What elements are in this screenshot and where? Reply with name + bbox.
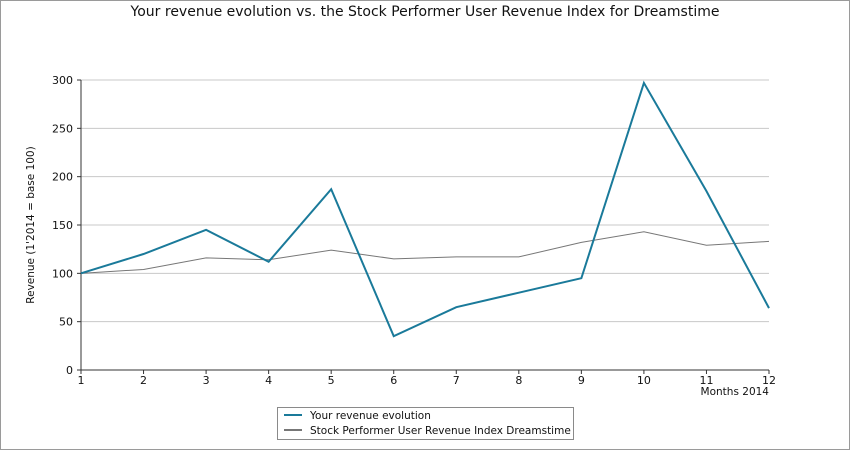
y-tick-label-0: 0 [66, 364, 73, 377]
x-tick-label-2: 2 [140, 374, 147, 387]
y-tick-label-200: 200 [52, 171, 73, 184]
x-tick-label-12: 12 [762, 374, 776, 387]
x-tick-label-10: 10 [637, 374, 651, 387]
x-tick-label-5: 5 [328, 374, 335, 387]
x-axis-title: Months 2014 [701, 386, 770, 398]
legend-label-your-revenue: Your revenue evolution [310, 410, 431, 422]
legend-swatch-index [284, 429, 302, 431]
y-tick-label-250: 250 [52, 122, 73, 135]
y-tick-label-100: 100 [52, 267, 73, 280]
x-tick-label-3: 3 [203, 374, 210, 387]
x-tick-label-6: 6 [390, 374, 397, 387]
x-tick-label-11: 11 [699, 374, 713, 387]
x-tick-label-9: 9 [578, 374, 585, 387]
legend-swatch-your-revenue [284, 414, 302, 416]
x-tick-label-7: 7 [453, 374, 460, 387]
chart-legend: Your revenue evolution Stock Performer U… [277, 407, 574, 440]
x-tick-label-1: 1 [78, 374, 85, 387]
y-axis-title: Revenue (1'2014 = base 100) [25, 146, 37, 303]
x-tick-label-8: 8 [515, 374, 522, 387]
x-tick-label-4: 4 [265, 374, 272, 387]
legend-label-index: Stock Performer User Revenue Index Dream… [310, 425, 571, 437]
series-line-your-revenue [80, 80, 770, 338]
series-line-index [80, 231, 770, 274]
y-tick-label-300: 300 [52, 74, 73, 87]
y-tick-label-50: 50 [59, 316, 73, 329]
legend-item-index: Stock Performer User Revenue Index Dream… [284, 424, 571, 438]
legend-item-your-revenue: Your revenue evolution [284, 409, 431, 423]
chart-title: Your revenue evolution vs. the Stock Per… [130, 4, 720, 20]
y-tick-label-150: 150 [52, 219, 73, 232]
